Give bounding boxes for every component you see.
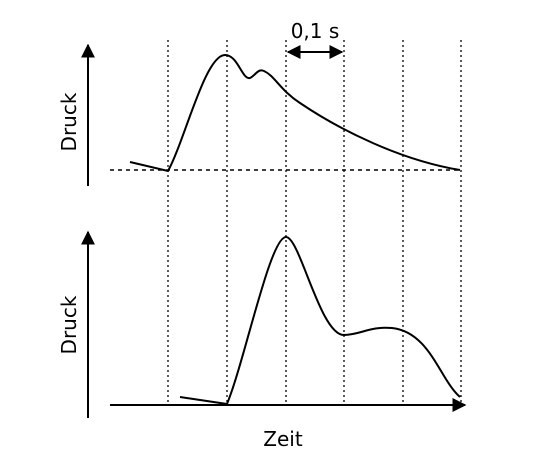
top-y-label: Druck bbox=[57, 92, 81, 151]
top-pressure-curve bbox=[129, 53, 461, 173]
bottom-y-label: Druck bbox=[57, 295, 81, 354]
interval-label: 0,1 s bbox=[291, 19, 340, 43]
x-label: Zeit bbox=[263, 427, 303, 451]
bottom-pressure-curve bbox=[179, 235, 461, 406]
time-gridlines bbox=[167, 40, 462, 405]
